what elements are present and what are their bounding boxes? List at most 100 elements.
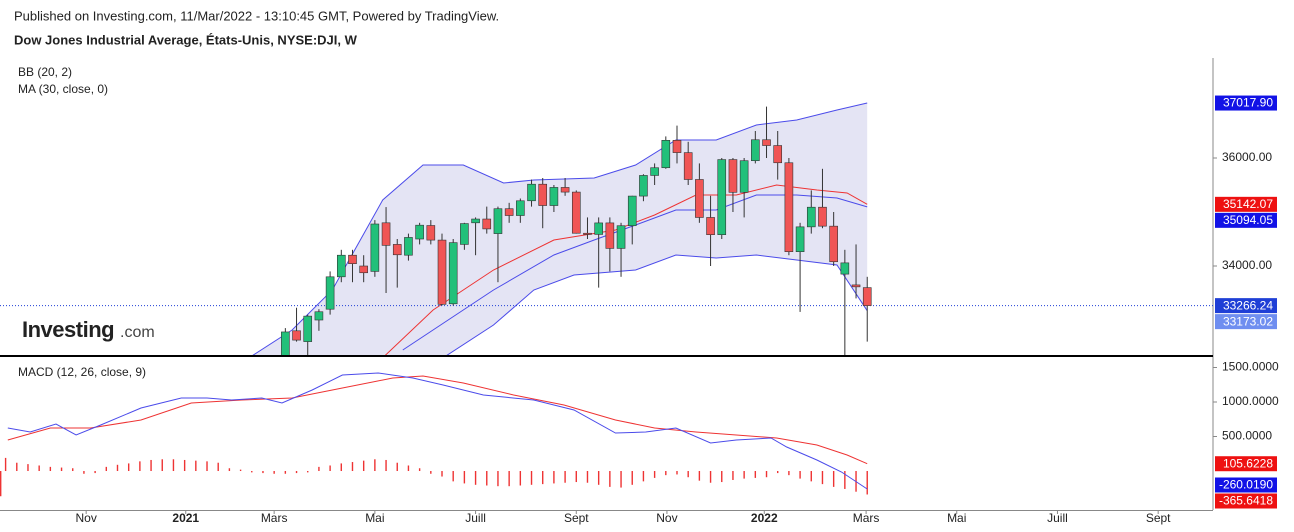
histogram-bar <box>508 471 510 487</box>
histogram-bar <box>27 464 29 472</box>
candle-body <box>851 284 861 288</box>
x-tick-label: Juill <box>465 511 486 525</box>
x-tick-label: Nov <box>75 511 96 525</box>
candle-body <box>594 222 603 235</box>
candle-body <box>672 139 682 153</box>
histogram-bar <box>418 468 421 472</box>
y-tick-label: 36000.00 <box>1222 150 1272 164</box>
candle-body <box>862 287 872 306</box>
price-panel <box>0 102 1213 355</box>
candle-body <box>650 167 659 176</box>
y-tick-label: 1500.0000 <box>1222 360 1279 374</box>
candle-body <box>325 276 335 310</box>
value-label-box <box>1215 456 1277 472</box>
histogram-bar <box>16 462 18 472</box>
y-tick-label: 34000.00 <box>1222 258 1272 272</box>
candle-body <box>292 330 301 341</box>
macd-line <box>7 372 868 490</box>
histogram-bar <box>183 459 186 472</box>
value-label-box <box>1215 196 1277 212</box>
histogram-bar <box>430 471 432 474</box>
candle-body <box>571 191 581 234</box>
histogram-bar <box>642 471 645 482</box>
value-label: 35094.05 <box>1223 213 1273 227</box>
histogram-bar <box>273 471 275 474</box>
x-tick-label: Sept <box>1146 511 1171 525</box>
histogram-bar <box>284 471 287 474</box>
histogram-bar <box>832 471 835 487</box>
candle-body <box>840 262 850 275</box>
value-label: -260.0190 <box>1219 478 1273 492</box>
x-tick-label: Mars <box>261 511 288 525</box>
signal-line <box>7 375 868 465</box>
histogram-bar <box>94 471 96 474</box>
histogram-bar <box>732 471 734 480</box>
value-label: 105.6228 <box>1223 456 1273 470</box>
histogram-bar <box>486 471 488 486</box>
bb-lower <box>446 254 868 355</box>
histogram-bar <box>553 471 555 484</box>
y-tick-label: 500.0000 <box>1222 429 1272 443</box>
histogram-bar <box>139 461 141 472</box>
candle-body <box>739 160 749 193</box>
histogram-bar <box>251 471 253 473</box>
histogram-bar <box>597 471 600 485</box>
candle-body <box>683 152 693 180</box>
histogram-bar <box>127 463 130 472</box>
histogram-bar <box>698 471 701 481</box>
candle-body <box>773 145 783 164</box>
indicator-label: MACD (12, 26, close, 9) <box>18 365 146 379</box>
candle-body <box>818 206 827 227</box>
candle-body <box>751 139 760 162</box>
x-tick-label: Mai <box>365 511 384 525</box>
histogram-bar <box>351 462 354 472</box>
candle-body <box>359 265 368 274</box>
candle-body <box>706 217 715 235</box>
histogram-bar <box>821 471 824 485</box>
candle-body <box>627 195 637 227</box>
x-tick-label: Mai <box>947 511 966 525</box>
candle-body <box>482 218 492 230</box>
histogram-bar <box>687 471 689 478</box>
candle-body <box>616 225 626 249</box>
candle-body <box>762 139 771 146</box>
histogram-bar <box>116 464 119 472</box>
candle-body <box>493 208 503 234</box>
histogram-bar <box>530 471 533 485</box>
histogram-bar <box>497 471 499 487</box>
value-label: 35142.07 <box>1223 197 1273 211</box>
candle-body <box>784 162 794 252</box>
candle-body <box>336 254 346 278</box>
histogram-bar <box>60 467 63 472</box>
candle-body <box>527 183 536 202</box>
candle-body <box>806 206 816 228</box>
candle-body <box>728 159 738 193</box>
histogram-bar <box>262 471 264 474</box>
histogram-bar <box>228 468 231 472</box>
chart-title: Dow Jones Industrial Average, États-Unis… <box>14 32 358 47</box>
logo-brand: Investing <box>22 317 114 342</box>
candle-body <box>348 254 357 264</box>
histogram-bar <box>765 471 768 478</box>
histogram-bar <box>307 471 309 473</box>
histogram-bar <box>362 460 365 472</box>
x-tick-label: 2022 <box>751 511 778 525</box>
histogram-bar <box>743 471 745 479</box>
histogram-bar <box>396 462 398 472</box>
candle-body <box>426 225 436 241</box>
band-fill <box>253 103 868 355</box>
histogram-bar <box>609 471 611 487</box>
candle-body <box>392 244 402 256</box>
value-label: 37017.90 <box>1223 96 1273 110</box>
candle-body <box>281 331 290 355</box>
histogram-bar <box>810 471 812 482</box>
histogram-bar <box>620 471 622 488</box>
histogram-bar <box>0 471 2 497</box>
overlay: BB (20, 2) MA (30, close, 0) Nov 2021 Mars Ma… <box>18 65 1279 525</box>
histogram-bar <box>295 471 298 474</box>
x-tick-label: Nov <box>656 511 677 525</box>
indicator-label: MA (30, close, 0) <box>18 82 108 96</box>
x-tick-label: Juill <box>1047 511 1068 525</box>
candle-body <box>795 226 805 252</box>
